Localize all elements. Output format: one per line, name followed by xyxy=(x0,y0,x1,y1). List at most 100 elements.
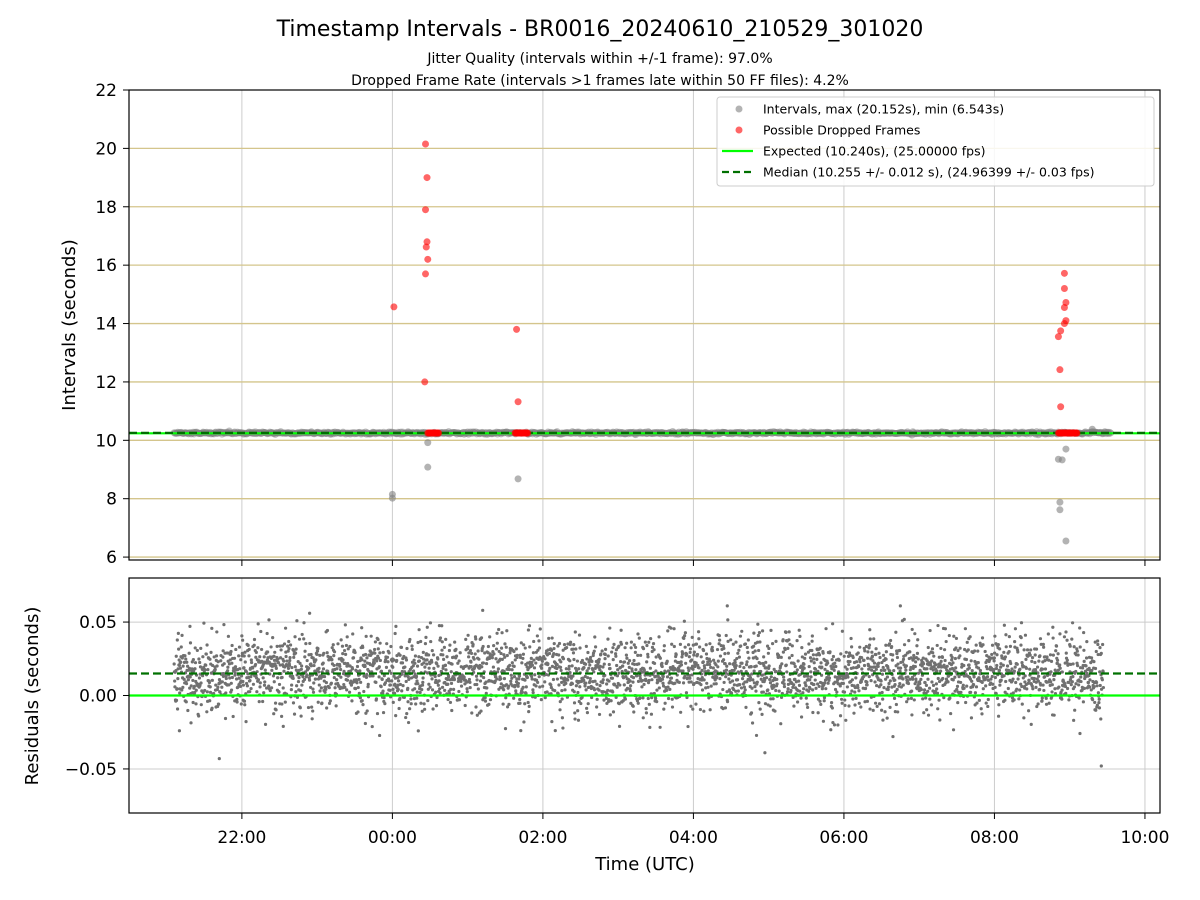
residual-point xyxy=(415,664,420,668)
residual-point xyxy=(312,663,316,668)
residual-point xyxy=(845,667,849,671)
residual-point xyxy=(804,696,808,700)
residual-point xyxy=(1064,651,1068,655)
residual-point xyxy=(442,657,446,661)
residual-point xyxy=(648,666,652,670)
residual-point xyxy=(744,705,748,709)
residual-point xyxy=(872,661,877,665)
residual-point xyxy=(599,652,603,656)
residual-point xyxy=(884,643,888,647)
residual-point xyxy=(1084,656,1089,660)
residual-point xyxy=(276,676,280,680)
residuals-y-ticks: −0.050.000.05 xyxy=(65,613,129,780)
legend-label-dropped: Possible Dropped Frames xyxy=(763,123,920,138)
residual-point xyxy=(449,687,453,691)
residual-point xyxy=(600,649,604,653)
residual-point xyxy=(1023,680,1027,684)
chart-subtitle-dropped: Dropped Frame Rate (intervals >1 frames … xyxy=(351,73,849,89)
residual-point xyxy=(1019,643,1023,647)
residual-point xyxy=(426,698,430,703)
residual-point xyxy=(417,659,421,663)
residual-point xyxy=(1077,696,1081,700)
residual-point xyxy=(184,657,188,661)
residual-point xyxy=(495,641,499,645)
residual-point xyxy=(725,700,730,704)
residual-point xyxy=(1043,667,1048,671)
residual-point xyxy=(1098,683,1102,688)
residual-point xyxy=(208,685,212,689)
residual-point xyxy=(363,721,367,726)
legend-box xyxy=(716,96,1155,187)
residual-point xyxy=(597,660,601,664)
residual-point xyxy=(223,716,228,721)
residual-point xyxy=(978,641,982,645)
residual-point xyxy=(789,688,793,693)
residual-point xyxy=(355,664,360,669)
residual-point xyxy=(516,681,521,686)
residual-point xyxy=(272,654,276,658)
residual-point xyxy=(571,651,576,655)
residual-point xyxy=(577,633,582,637)
residual-point xyxy=(636,701,640,705)
residual-point xyxy=(572,657,576,662)
residual-point xyxy=(238,667,242,671)
residual-point xyxy=(369,634,373,638)
residual-point xyxy=(387,679,391,683)
residual-point xyxy=(436,683,440,687)
residual-point xyxy=(935,687,939,691)
residual-point xyxy=(824,627,828,631)
residual-point xyxy=(230,661,234,665)
residual-point xyxy=(893,678,897,682)
residual-point xyxy=(750,721,755,725)
residual-point xyxy=(517,674,522,678)
residual-point xyxy=(270,668,274,672)
residual-point xyxy=(792,683,796,687)
residual-point xyxy=(208,690,213,694)
residual-point xyxy=(517,677,521,681)
residual-point xyxy=(174,669,178,673)
residual-point xyxy=(1098,670,1102,674)
residual-point xyxy=(316,700,320,704)
residual-point xyxy=(1015,662,1019,666)
residual-point xyxy=(796,700,800,704)
residual-point xyxy=(384,665,389,669)
residual-point xyxy=(417,655,421,659)
residual-point xyxy=(298,689,303,693)
residual-point xyxy=(701,660,705,664)
residual-point xyxy=(229,688,234,692)
residual-point xyxy=(260,647,264,652)
residual-point xyxy=(286,666,291,670)
residual-point xyxy=(807,689,811,693)
residual-point xyxy=(868,707,872,711)
residual-point xyxy=(189,721,193,725)
residual-point xyxy=(427,682,431,686)
residual-point xyxy=(1064,691,1068,695)
residual-point xyxy=(1049,659,1054,664)
residual-point xyxy=(179,660,183,664)
residual-point xyxy=(560,716,564,720)
residual-point xyxy=(775,682,779,686)
residual-point xyxy=(981,687,985,691)
residual-point xyxy=(670,697,674,701)
residual-point xyxy=(860,667,864,671)
residual-point xyxy=(346,647,350,651)
residual-point xyxy=(1016,677,1020,681)
residual-point xyxy=(867,646,871,650)
residual-point xyxy=(721,658,726,662)
residual-point xyxy=(551,677,556,682)
residual-point xyxy=(873,680,877,684)
residual-point xyxy=(482,675,486,680)
residual-point xyxy=(745,645,749,650)
residual-point xyxy=(526,628,531,632)
residual-point xyxy=(902,643,907,647)
residual-point xyxy=(1072,718,1076,722)
residual-point xyxy=(435,695,439,700)
residual-point xyxy=(474,674,479,678)
residual-point xyxy=(939,646,943,651)
residual-point xyxy=(288,643,293,647)
residual-point xyxy=(990,643,995,647)
residual-point xyxy=(878,655,882,660)
residual-point xyxy=(962,686,966,690)
residual-point xyxy=(319,686,323,690)
residual-point xyxy=(1063,682,1067,686)
